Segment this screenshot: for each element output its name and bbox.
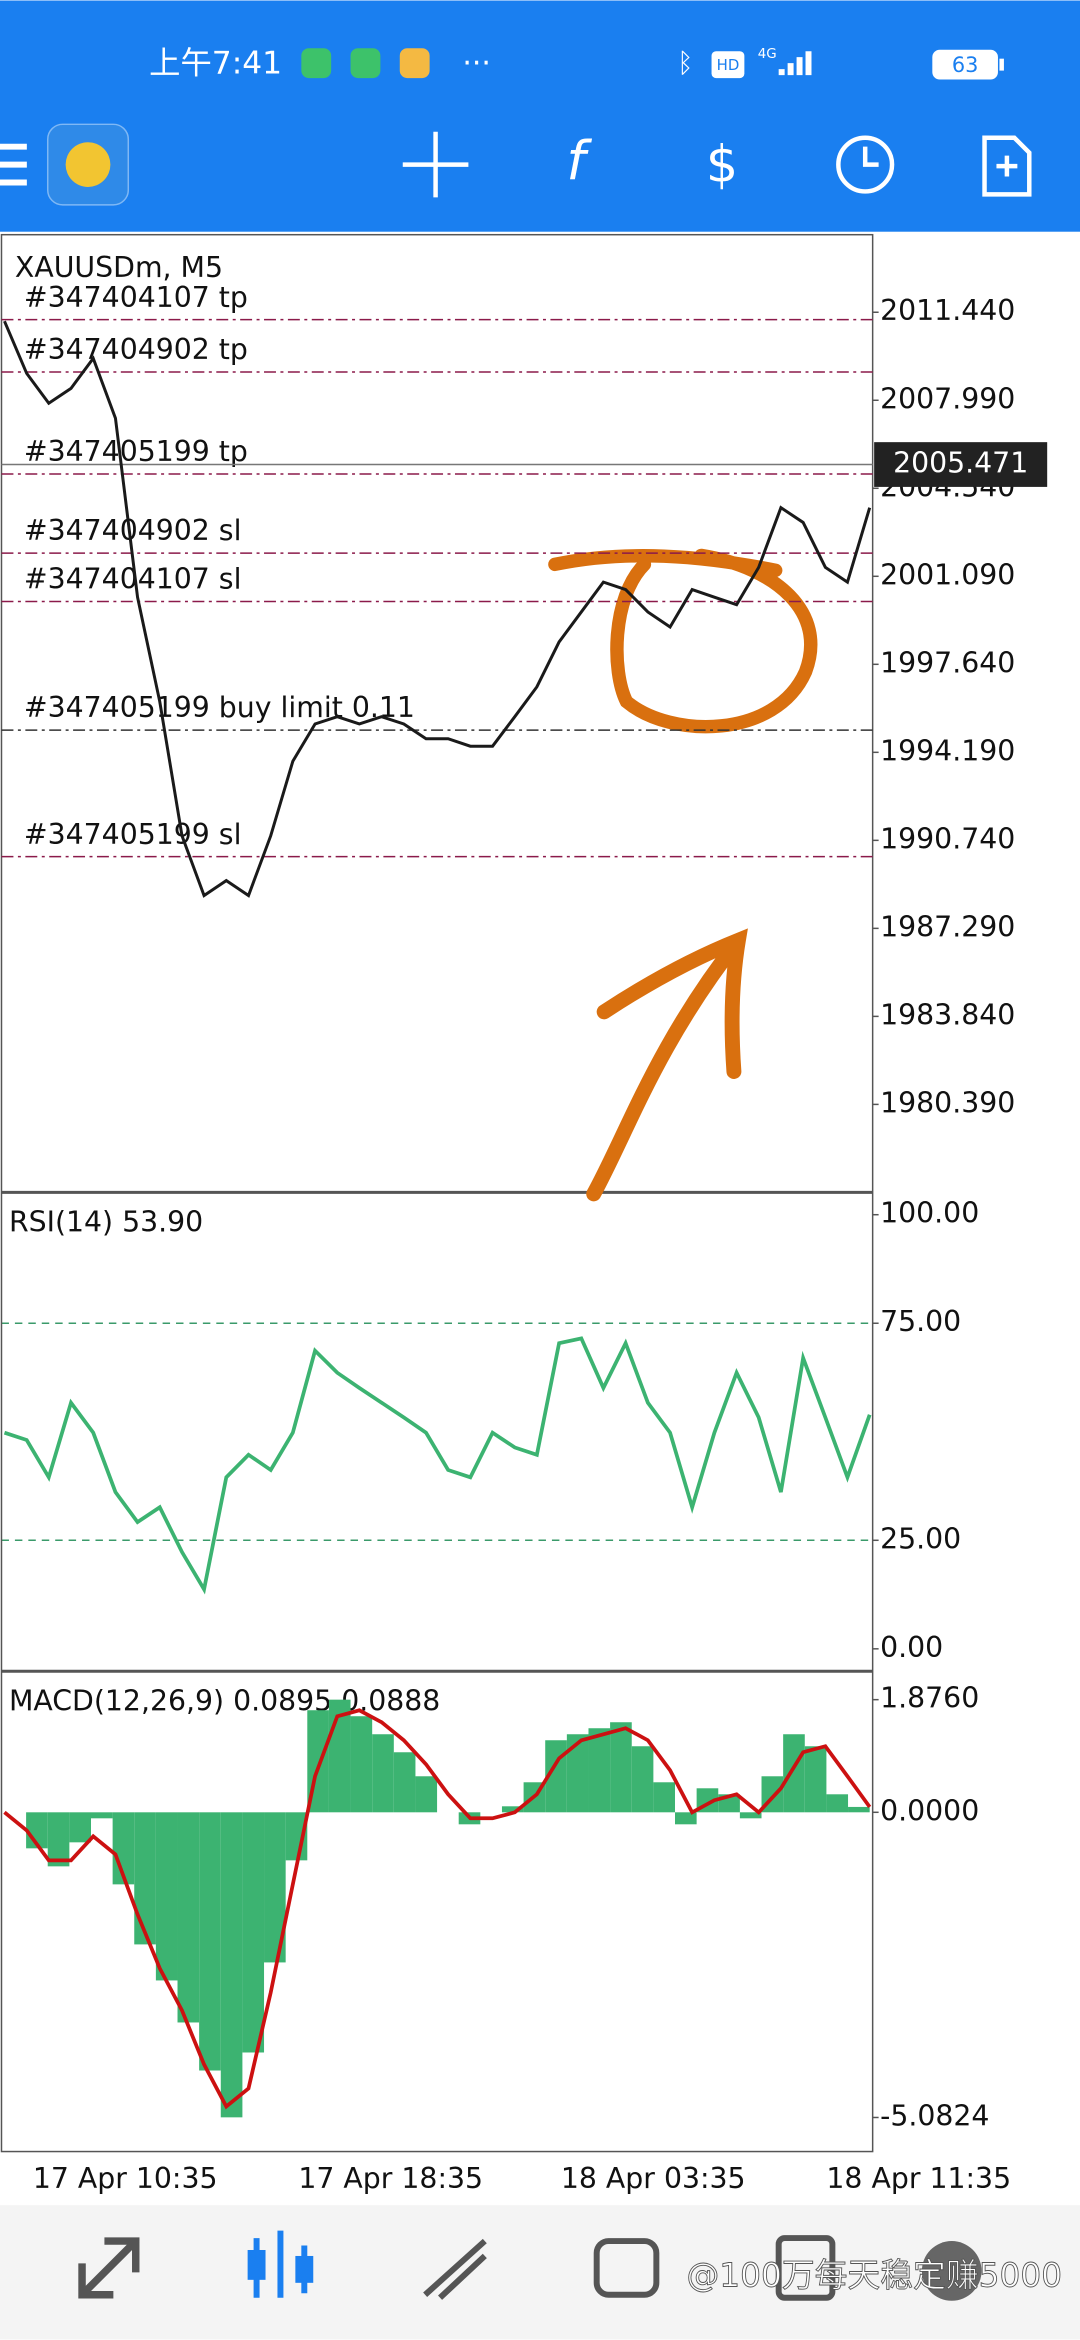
nav-messages[interactable] bbox=[921, 2241, 982, 2301]
status-icon bbox=[301, 48, 332, 79]
y-tick-label: 2011.440 bbox=[880, 294, 1015, 327]
status-icon bbox=[350, 48, 381, 79]
price-line bbox=[3, 320, 872, 898]
annotation-arrow bbox=[586, 928, 748, 1202]
order-label: #347405199 sl bbox=[24, 818, 242, 851]
macd-bar bbox=[264, 1812, 286, 1963]
y-tick-label: 2001.090 bbox=[880, 558, 1015, 591]
y-tick-label: 1.8760 bbox=[880, 1682, 979, 1715]
symbol-title: XAUUSDm, M5 bbox=[15, 251, 223, 284]
macd-bar bbox=[134, 1812, 156, 1945]
y-tick-label: 75.00 bbox=[880, 1305, 961, 1338]
app-logo-mark bbox=[65, 142, 111, 187]
menu-icon[interactable] bbox=[0, 143, 27, 186]
macd-bar bbox=[675, 1812, 697, 1825]
order-label: #347404107 tp bbox=[24, 281, 248, 314]
status-time: 上午7:41 bbox=[149, 46, 282, 82]
new-order-icon[interactable] bbox=[982, 135, 1032, 197]
order-label: #347404902 sl bbox=[24, 514, 242, 547]
macd-bar bbox=[501, 1806, 524, 1813]
order-label: #347405199 buy limit 0.11 bbox=[24, 691, 415, 724]
macd-bar bbox=[69, 1812, 91, 1843]
nav-quotes[interactable] bbox=[78, 2237, 140, 2299]
y-tick-label: 1994.190 bbox=[880, 734, 1015, 767]
macd-bar bbox=[155, 1812, 178, 1981]
battery bbox=[932, 49, 998, 80]
macd-bar bbox=[783, 1734, 805, 1813]
y-tick-label: 1983.840 bbox=[880, 998, 1015, 1031]
y-tick-label: 0.00 bbox=[880, 1631, 943, 1664]
order-label: #347404902 tp bbox=[24, 333, 248, 366]
y-tick-label: 0.0000 bbox=[880, 1794, 979, 1827]
macd-bar bbox=[610, 1722, 632, 1813]
y-tick-label: 100.00 bbox=[880, 1197, 979, 1230]
macd-bar bbox=[739, 1812, 762, 1819]
current-price-box bbox=[874, 442, 1048, 487]
macd-bar bbox=[653, 1782, 675, 1813]
bluetooth-icon: ᛒ bbox=[677, 48, 693, 79]
y-tick-label: -5.0824 bbox=[880, 2099, 989, 2132]
time-label: 17 Apr 18:35 bbox=[298, 2162, 483, 2195]
nav-chart-candle bbox=[247, 2250, 266, 2280]
macd-bar bbox=[804, 1746, 827, 1813]
hd-text: HD bbox=[717, 56, 740, 74]
crosshair-icon[interactable] bbox=[402, 131, 469, 198]
macd-signal bbox=[3, 1708, 872, 2110]
y-tick-label: 25.00 bbox=[880, 1522, 961, 1555]
clock-icon[interactable] bbox=[836, 135, 895, 194]
header-bg bbox=[0, 0, 1080, 232]
macd-bar bbox=[372, 1734, 394, 1813]
y-tick-label: 1990.740 bbox=[880, 822, 1015, 855]
macd-bar bbox=[350, 1716, 373, 1813]
status-more: ··· bbox=[462, 46, 490, 81]
macd-bar bbox=[220, 1812, 243, 2118]
rsi-title: RSI(14) 53.90 bbox=[9, 1206, 203, 1239]
macd-bar bbox=[393, 1752, 416, 1813]
nav-history[interactable] bbox=[593, 2238, 660, 2298]
y-tick-label: 1980.390 bbox=[880, 1086, 1015, 1119]
watermark: @100万每天稳定赚5000 bbox=[686, 2256, 1062, 2294]
annotation-d bbox=[548, 548, 818, 734]
time-label: 18 Apr 11:35 bbox=[826, 2162, 1011, 2195]
macd-bar bbox=[631, 1746, 654, 1813]
status-icon bbox=[399, 48, 430, 79]
macd-bar bbox=[177, 1812, 200, 2023]
hd-badge bbox=[711, 51, 745, 79]
current-price-label: 2005.471 bbox=[893, 447, 1028, 480]
clock-hands bbox=[862, 146, 879, 167]
macd-bar bbox=[826, 1794, 849, 1813]
y-tick-label: 1987.290 bbox=[880, 910, 1015, 943]
rsi-line bbox=[3, 1336, 872, 1595]
y-tick-label: 1997.640 bbox=[880, 646, 1015, 679]
macd-bar bbox=[47, 1812, 70, 1867]
y-tick-label: 2007.990 bbox=[880, 382, 1015, 415]
trade-icon[interactable]: $ bbox=[706, 135, 738, 194]
macd-bar bbox=[242, 1812, 265, 2053]
signal-icon bbox=[778, 51, 812, 76]
macd-bar bbox=[90, 1812, 113, 1819]
macd-title: MACD(12,26,9) 0.0895 0.0888 bbox=[9, 1685, 440, 1718]
macd-bar bbox=[588, 1728, 611, 1813]
time-label: 17 Apr 10:35 bbox=[33, 2162, 218, 2195]
macd-bar bbox=[415, 1776, 438, 1813]
nav-news[interactable] bbox=[775, 2235, 836, 2301]
macd-bar bbox=[848, 1806, 870, 1813]
macd-bar bbox=[566, 1734, 589, 1813]
nav-trade[interactable] bbox=[423, 2238, 487, 2300]
battery-level: 63 bbox=[952, 53, 979, 77]
nav-chart-candle bbox=[295, 2255, 314, 2283]
macd-bar bbox=[199, 1812, 221, 2071]
order-label: #347405199 tp bbox=[24, 435, 248, 468]
time-label: 18 Apr 03:35 bbox=[561, 2162, 746, 2195]
battery-tip bbox=[999, 58, 1004, 71]
network-text: 4G bbox=[758, 47, 777, 62]
bottom-nav bbox=[0, 2205, 1080, 2340]
